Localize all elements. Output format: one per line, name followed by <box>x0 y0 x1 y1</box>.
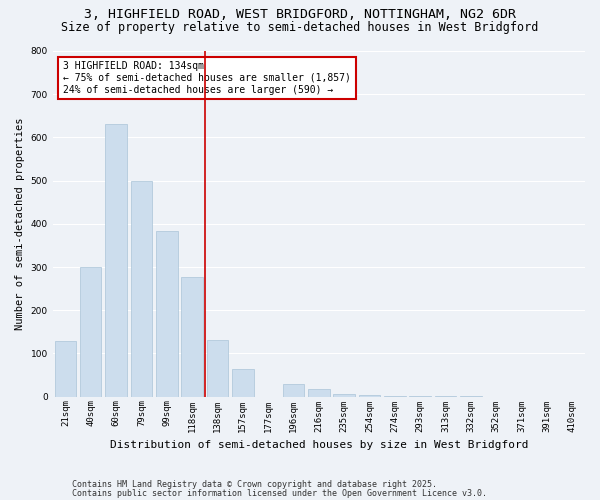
Text: Contains public sector information licensed under the Open Government Licence v3: Contains public sector information licen… <box>72 489 487 498</box>
X-axis label: Distribution of semi-detached houses by size in West Bridgford: Distribution of semi-detached houses by … <box>110 440 528 450</box>
Bar <box>334 394 355 396</box>
Y-axis label: Number of semi-detached properties: Number of semi-detached properties <box>15 118 25 330</box>
Bar <box>308 389 329 396</box>
Bar <box>232 368 254 396</box>
Text: Contains HM Land Registry data © Crown copyright and database right 2025.: Contains HM Land Registry data © Crown c… <box>72 480 437 489</box>
Bar <box>283 384 304 396</box>
Text: Size of property relative to semi-detached houses in West Bridgford: Size of property relative to semi-detach… <box>61 21 539 34</box>
Bar <box>181 276 203 396</box>
Text: 3, HIGHFIELD ROAD, WEST BRIDGFORD, NOTTINGHAM, NG2 6DR: 3, HIGHFIELD ROAD, WEST BRIDGFORD, NOTTI… <box>84 8 516 20</box>
Bar <box>156 231 178 396</box>
Text: 3 HIGHFIELD ROAD: 134sqm
← 75% of semi-detached houses are smaller (1,857)
24% o: 3 HIGHFIELD ROAD: 134sqm ← 75% of semi-d… <box>64 62 351 94</box>
Bar <box>131 180 152 396</box>
Bar <box>206 340 228 396</box>
Bar <box>105 124 127 396</box>
Bar <box>55 342 76 396</box>
Bar <box>80 267 101 396</box>
